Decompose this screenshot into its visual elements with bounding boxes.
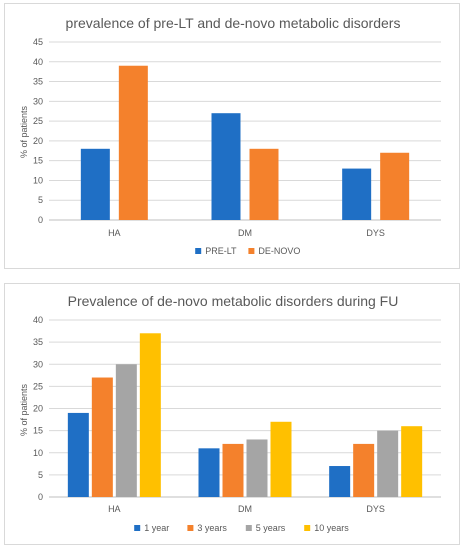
chart-1-title: prevalence of pre-LT and de-novo metabol… [66, 15, 401, 31]
chart-2-bar-dys-1 [329, 466, 351, 497]
chart-2-legend-label: 3 years [197, 523, 227, 533]
chart-2-xtick: DM [238, 504, 252, 514]
chart-2-ytick: 10 [33, 448, 43, 458]
chart-1-ytick: 45 [33, 37, 43, 47]
chart-1-ytick: 35 [33, 77, 43, 87]
chart-1-xtick: DM [238, 228, 252, 238]
chart-1-ytick: 0 [38, 215, 43, 225]
chart-1-legend-swatch [195, 248, 202, 254]
chart-1-ytick: 30 [33, 96, 43, 106]
chart-2-legend-label: 5 years [256, 523, 286, 533]
chart-2-bar-dm-2 [222, 443, 244, 497]
chart-2-legend-swatch [245, 525, 252, 531]
chart-2-ytick: 35 [33, 337, 43, 347]
chart-2-ytick: 40 [33, 315, 43, 325]
chart-2-xtick: HA [108, 504, 121, 514]
chart-2-ytick: 15 [33, 426, 43, 436]
chart-1-bar-ha-1 [80, 148, 110, 220]
chart-2-legend-swatch [134, 525, 141, 531]
chart-1-legend-swatch [248, 248, 255, 254]
chart-1-bar-dm-1 [211, 113, 241, 220]
chart-1-bar-dys-1 [342, 168, 372, 220]
chart-2-bar-dys-4 [401, 426, 423, 497]
chart-2-title: Prevalence of de-novo metabolic disorder… [68, 293, 399, 309]
chart-2-ytick: 20 [33, 404, 43, 414]
chart-2-legend-swatch [187, 525, 194, 531]
chart-2-bar-dm-1 [198, 448, 220, 497]
chart-1-bar-dm-2 [249, 148, 279, 220]
chart-1-xtick: DYS [366, 228, 385, 238]
chart-1-ytick: 5 [38, 195, 43, 205]
chart-1-ytick: 15 [33, 156, 43, 166]
chart-2-bar-dys-3 [377, 430, 399, 497]
chart-panel-2: Prevalence of de-novo metabolic disorder… [4, 283, 460, 545]
chart-1-bar-ha-2 [118, 65, 148, 220]
chart-1-ytick: 20 [33, 136, 43, 146]
chart-2-bar-dm-3 [246, 439, 268, 497]
chart-1-ytick: 10 [33, 175, 43, 185]
chart-2-ytick: 5 [38, 470, 43, 480]
chart-2-bar-ha-3 [115, 364, 137, 497]
chart-2-ytick: 25 [33, 381, 43, 391]
chart-1-bar-dys-2 [380, 152, 410, 220]
chart-2-ylabel: % of patients [19, 383, 29, 436]
chart-2-legend-swatch [304, 525, 311, 531]
chart-2-legend-label: 1 year [144, 523, 169, 533]
chart-2-bar-ha-4 [139, 333, 161, 497]
chart-1-xtick: HA [108, 228, 121, 238]
chart-2-ytick: 30 [33, 359, 43, 369]
chart-2-svg: Prevalence of de-novo metabolic disorder… [19, 293, 441, 533]
chart-2-ytick: 0 [38, 492, 43, 502]
chart-1-ytick: 40 [33, 57, 43, 67]
chart-1-ylabel: % of patients [19, 105, 29, 158]
chart-panel-1: prevalence of pre-LT and de-novo metabol… [4, 3, 460, 269]
chart-2-xtick: DYS [366, 504, 385, 514]
chart-1-ytick: 25 [33, 116, 43, 126]
chart-2-bar-dys-2 [353, 443, 375, 497]
chart-2-bar-ha-2 [91, 377, 113, 497]
chart-2-bar-dm-4 [270, 421, 292, 497]
chart-2-legend-label: 10 years [314, 523, 349, 533]
chart-1-legend-label: PRE-LT [205, 246, 237, 256]
chart-1-svg: prevalence of pre-LT and de-novo metabol… [19, 15, 441, 256]
chart-2-bar-ha-1 [67, 412, 89, 497]
chart-1-legend-label: DE-NOVO [258, 246, 300, 256]
